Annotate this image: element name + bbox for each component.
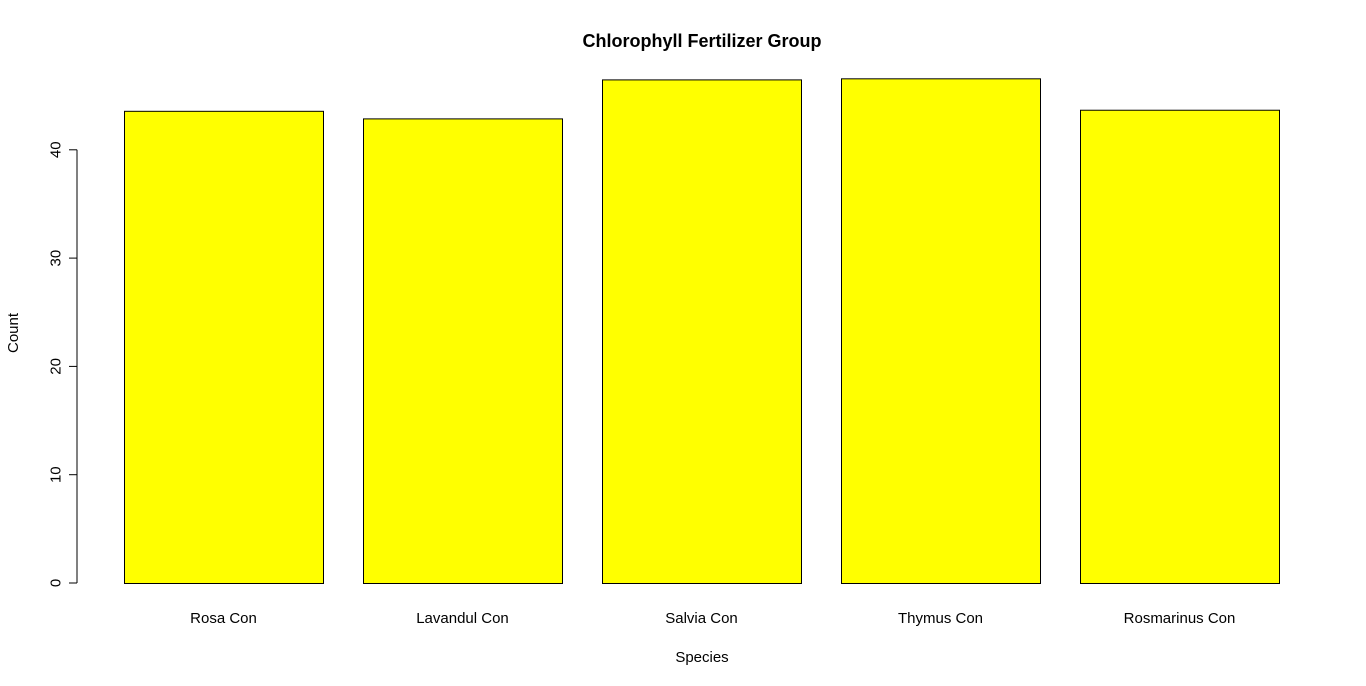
chart-title: Chlorophyll Fertilizer Group [582, 31, 821, 51]
x-category-label: Salvia Con [665, 610, 738, 627]
x-category-label: Rosmarinus Con [1124, 610, 1236, 627]
bar-thymus-con [841, 78, 1041, 585]
y-tick-label: 10 [47, 466, 64, 483]
bar-salvia-con [602, 79, 802, 584]
y-axis: 0 10 20 30 40 [47, 141, 78, 587]
bars-group [124, 78, 1280, 585]
x-category-label: Lavandul Con [416, 610, 509, 627]
bar-rosa-con [124, 110, 324, 584]
x-category-label: Thymus Con [898, 610, 983, 627]
bar-lavandul-con [363, 118, 563, 584]
x-category-label: Rosa Con [190, 610, 257, 627]
y-axis-label: Count [5, 312, 22, 353]
y-tick-label: 0 [47, 579, 64, 587]
y-tick-label: 30 [47, 250, 64, 267]
x-category-labels: Rosa Con Lavandul Con Salvia Con Thymus Con… [190, 610, 1235, 627]
x-axis-label: Species [675, 649, 728, 666]
bar-rosmarinus-con [1080, 109, 1280, 584]
y-tick-label: 20 [47, 358, 64, 375]
y-tick-label: 40 [47, 141, 64, 158]
